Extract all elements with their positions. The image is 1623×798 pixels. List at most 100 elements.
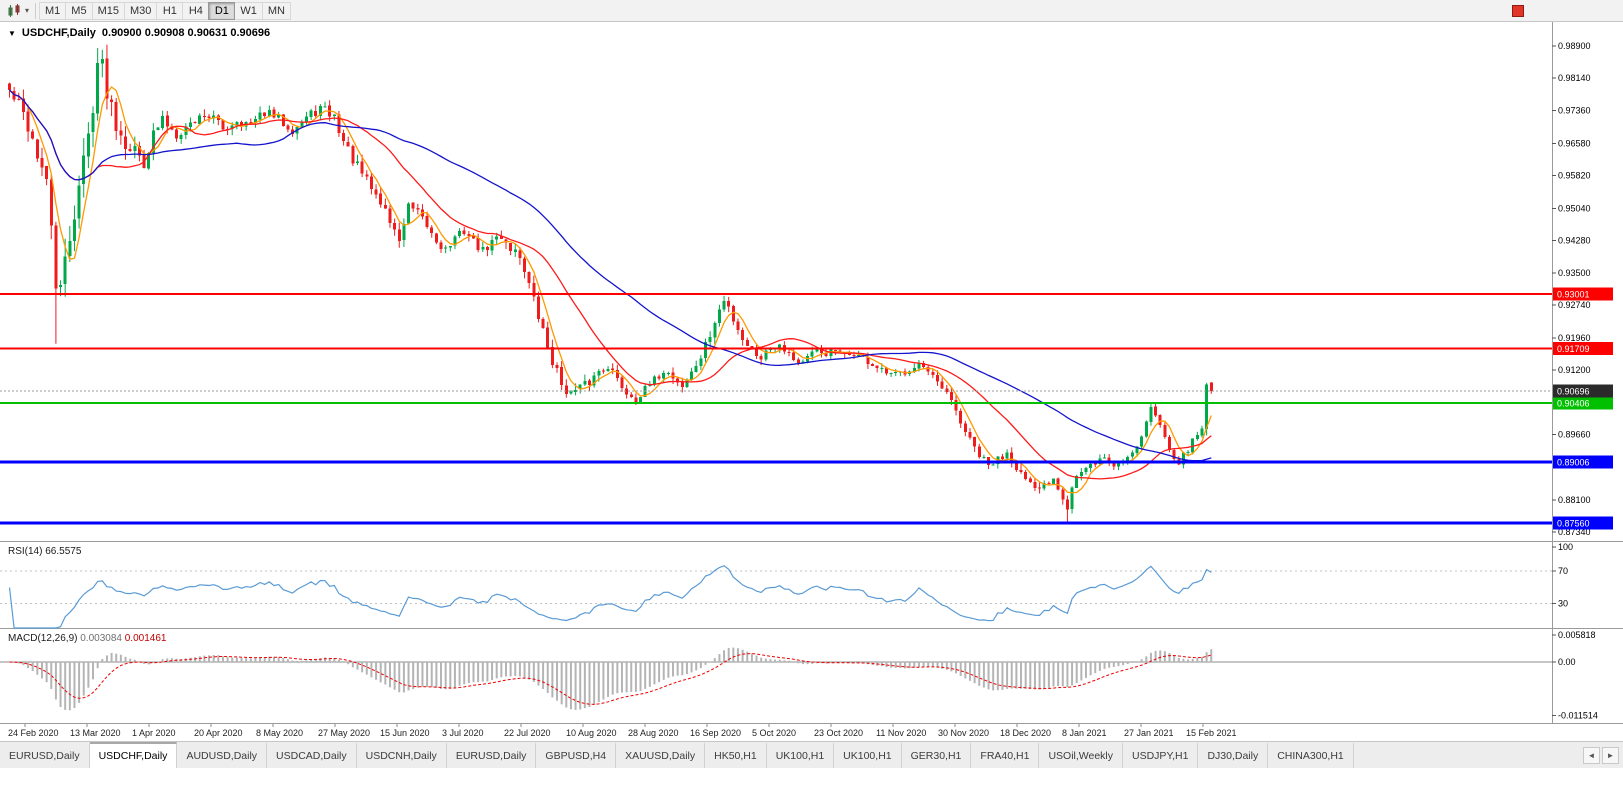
candle (745, 337, 749, 347)
candle (666, 371, 670, 376)
tf-button-m5[interactable]: M5 (65, 1, 93, 20)
chart-tab-uk100-h1[interactable]: UK100,H1 (766, 742, 835, 768)
candle (954, 395, 958, 416)
chart-tab-china300-h1[interactable]: CHINA300,H1 (1268, 742, 1354, 768)
chart-tab-usdcad-daily[interactable]: USDCAD,Daily (267, 742, 357, 768)
candle (314, 105, 318, 119)
tf-button-h4[interactable]: H4 (182, 1, 210, 20)
candle (453, 234, 457, 250)
candle (86, 122, 90, 169)
candle (476, 233, 480, 253)
chart-tab-hk50-h1[interactable]: HK50,H1 (705, 742, 767, 768)
chart-tab-dj30-daily[interactable]: DJ30,Daily (1198, 742, 1269, 768)
chart-tab-usdjpy-h1[interactable]: USDJPY,H1 (1123, 742, 1199, 768)
chart-tab-eurusd-daily[interactable]: EURUSD,Daily (0, 742, 90, 768)
candle (936, 370, 939, 386)
tf-button-mn[interactable]: MN (261, 1, 291, 20)
tabs-scroll-right-button[interactable]: ► (1602, 746, 1619, 764)
candle (1195, 431, 1199, 441)
tab-scroll-arrows: ◄ ► (1579, 742, 1623, 768)
candle (77, 175, 81, 229)
candle (588, 378, 591, 392)
date-label: 10 Aug 2020 (566, 728, 617, 738)
tf-button-m30[interactable]: M30 (123, 1, 158, 20)
candle (717, 304, 721, 327)
candle (1089, 462, 1093, 473)
tf-button-m15[interactable]: M15 (91, 1, 125, 20)
date-label: 5 Oct 2020 (752, 728, 796, 738)
axis-tick-label: 0.95820 (1558, 171, 1591, 181)
tf-button-h1[interactable]: H1 (156, 1, 184, 20)
chart-tab-eurusd-daily[interactable]: EURUSD,Daily (446, 742, 537, 768)
candle (485, 245, 489, 257)
candle (188, 117, 192, 132)
candle (871, 363, 875, 367)
candle (1028, 476, 1032, 484)
candle (96, 48, 100, 121)
price-axis[interactable]: 0.98900 0.98140 0.97360 0.96580 0.95820 0.950… (1552, 41, 1613, 720)
axis-tick-label: 0.88100 (1558, 495, 1591, 505)
candle (1103, 453, 1107, 459)
candle (1200, 425, 1204, 438)
axis-tick-label: 0.95040 (1558, 203, 1591, 213)
candle (1070, 486, 1074, 514)
candle (592, 372, 596, 388)
candle (411, 202, 415, 213)
candle (26, 104, 30, 142)
tf-button-m1[interactable]: M1 (39, 1, 67, 20)
chart-tab-fra40-h1[interactable]: FRA40,H1 (971, 742, 1040, 768)
tabs-scroll-left-button[interactable]: ◄ (1583, 746, 1600, 764)
candle (35, 138, 39, 163)
candle (342, 129, 346, 146)
candle (541, 317, 545, 329)
chart-tab-audusd-daily[interactable]: AUDUSD,Daily (177, 742, 268, 768)
chart-tab-usoil-weekly[interactable]: USOil,Weekly (1039, 742, 1124, 768)
candle (1056, 477, 1060, 491)
axis-tick-label: 0.91200 (1558, 365, 1591, 375)
candle (226, 126, 230, 136)
candle (555, 362, 559, 373)
tf-button-d1[interactable]: D1 (208, 1, 236, 20)
candle (369, 173, 373, 195)
rsi-line (8, 565, 1212, 629)
candle (430, 225, 434, 238)
candle (448, 245, 452, 252)
chart-tab-uk100-h1[interactable]: UK100,H1 (834, 742, 902, 768)
candle (1144, 420, 1148, 438)
candle (356, 154, 359, 166)
chart-tab-usdcnh-daily[interactable]: USDCNH,Daily (356, 742, 447, 768)
chart-tab-ger30-h1[interactable]: GER30,H1 (901, 742, 972, 768)
candle (1084, 466, 1088, 475)
candle (908, 370, 912, 377)
timeframe-buttons: M1 M5 M15 M30 H1 H4 D1 W1 MN (39, 1, 291, 20)
candle (513, 243, 517, 257)
price-line-tag: 0.87560 (1553, 516, 1613, 530)
chart-canvas[interactable]: 0.98900 0.98140 0.97360 0.96580 0.95820 0.950… (0, 22, 1623, 741)
candle (536, 291, 540, 323)
chart-tab-gbpusd-h4[interactable]: GBPUSD,H4 (536, 742, 617, 768)
candle (755, 344, 759, 360)
candle (21, 89, 25, 120)
date-label: 24 Feb 2020 (8, 728, 59, 738)
svg-text:0.93001: 0.93001 (1557, 290, 1590, 300)
chart-tab-xauusd-daily[interactable]: XAUUSD,Daily (616, 742, 706, 768)
candle (727, 296, 731, 313)
time-axis[interactable]: 24 Feb 2020 13 Mar 2020 1 Apr 2020 20 Apr 2… (8, 724, 1237, 738)
candle (434, 232, 438, 245)
bid-price-tag: 0.90696 (1553, 384, 1613, 398)
tf-button-w1[interactable]: W1 (234, 1, 263, 20)
candle (286, 124, 290, 133)
ma-line-5 (9, 86, 1212, 494)
candle (625, 384, 629, 399)
chart-tab-usdchf-daily[interactable]: USDCHF,Daily (89, 742, 178, 768)
chart-period-icon[interactable]: ▾ (3, 2, 33, 20)
candle (365, 170, 369, 181)
candle (374, 184, 378, 199)
candle (601, 368, 605, 374)
candle (151, 123, 155, 161)
date-label: 20 Apr 2020 (194, 728, 243, 738)
date-label: 1 Apr 2020 (132, 728, 176, 738)
date-label: 28 Aug 2020 (628, 728, 679, 738)
candle (657, 374, 661, 381)
candle (105, 44, 109, 110)
